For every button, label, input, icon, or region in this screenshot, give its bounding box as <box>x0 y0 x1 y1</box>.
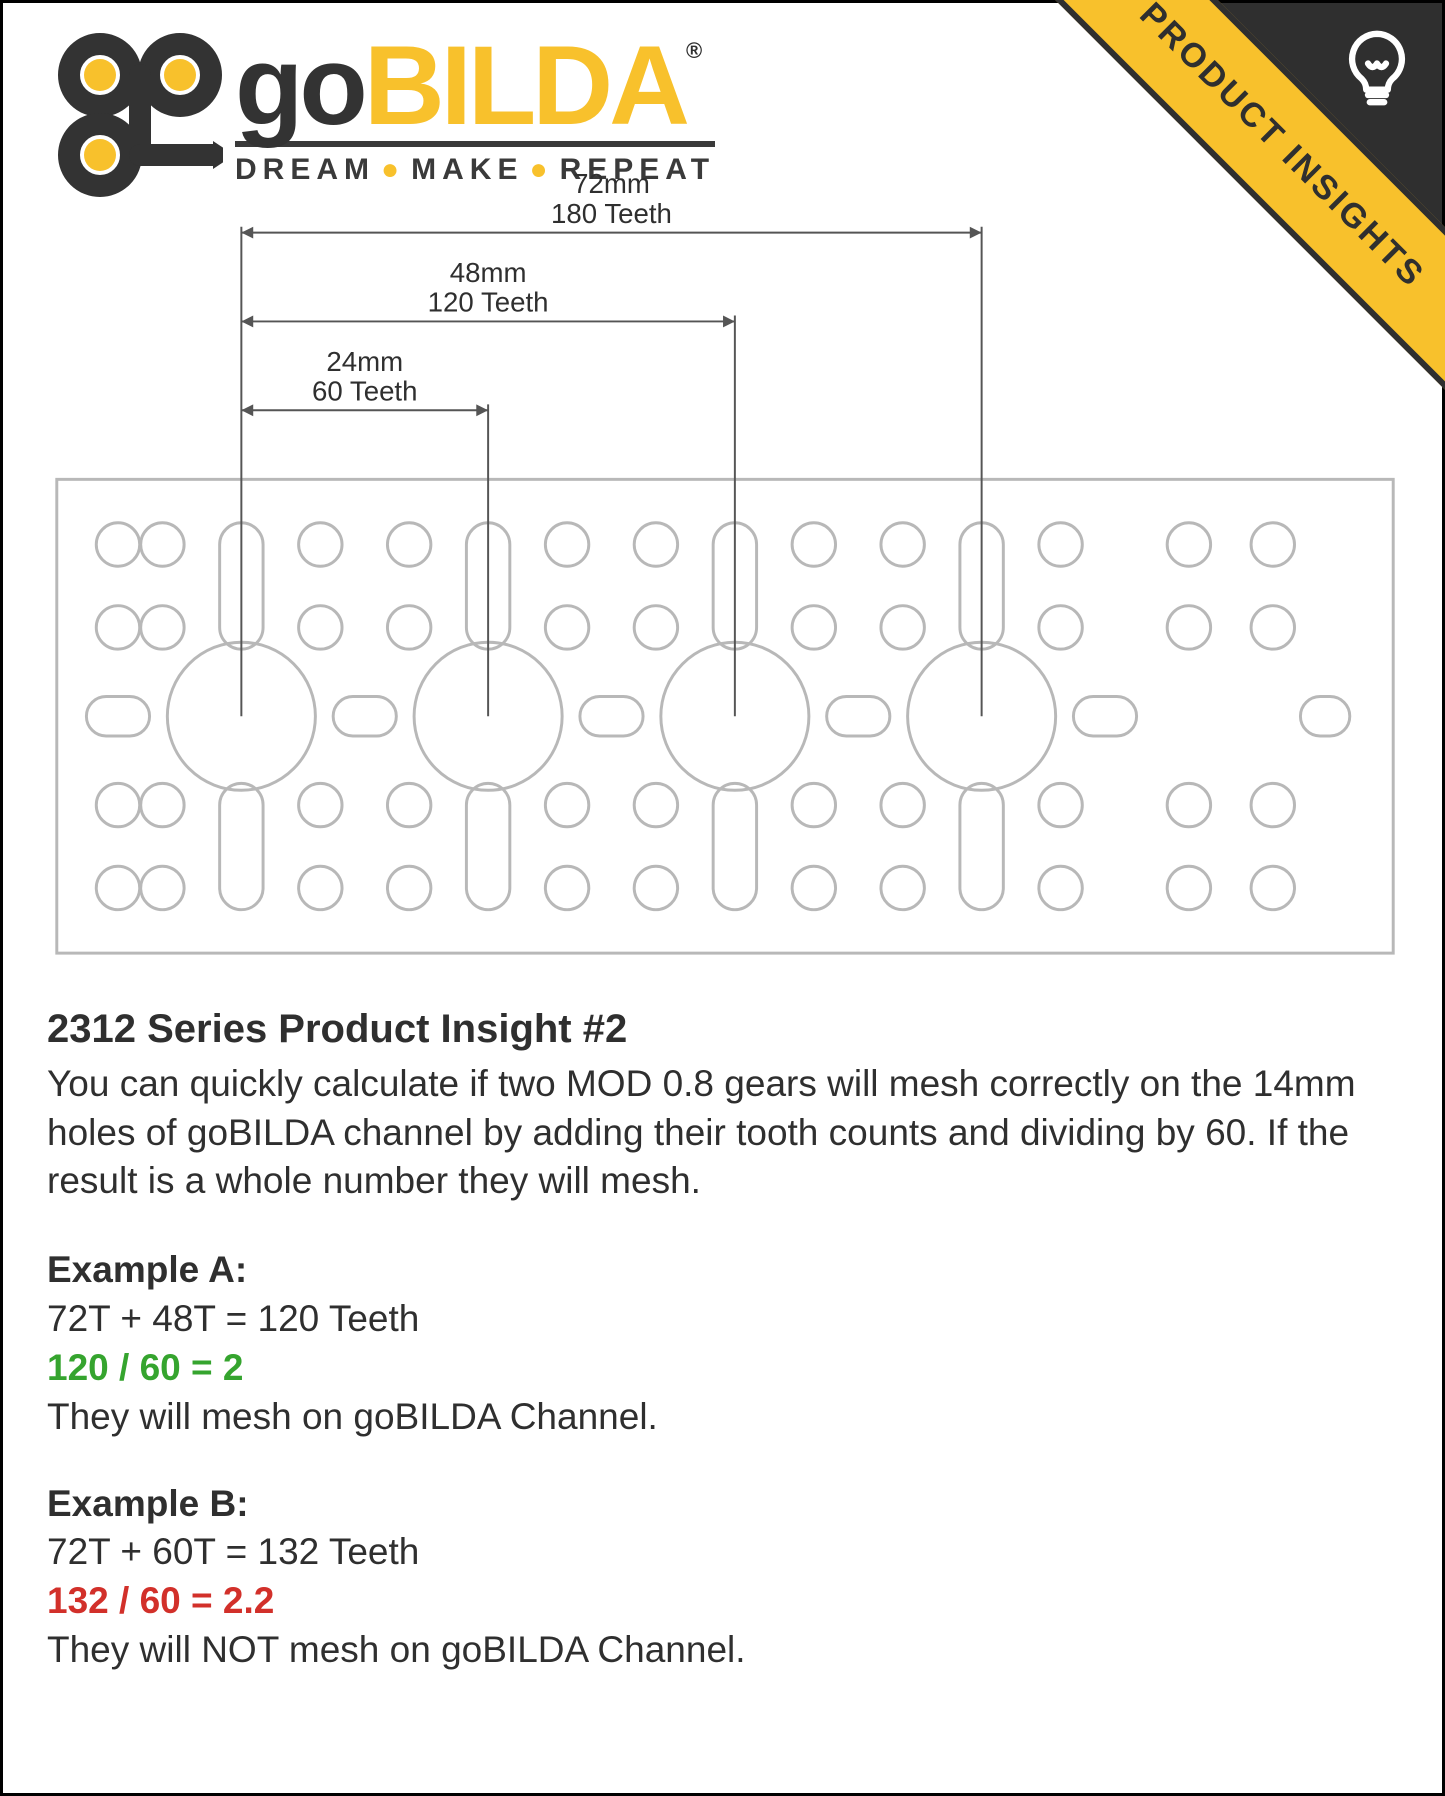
insight-paragraph: You can quickly calculate if two MOD 0.8… <box>47 1060 1398 1206</box>
channel-diagram: 24mm60 Teeth48mm120 Teeth72mm180 Teeth <box>47 203 1403 963</box>
example-a-line1: 72T + 48T = 120 Teeth <box>47 1295 1398 1344</box>
svg-text:24mm: 24mm <box>326 346 403 377</box>
example-a-title: Example A: <box>47 1246 1398 1295</box>
example-b-result: They will NOT mesh on goBILDA Channel. <box>47 1626 1398 1675</box>
insight-title: 2312 Series Product Insight #2 <box>47 1003 1398 1056</box>
svg-text:180 Teeth: 180 Teeth <box>551 198 672 229</box>
insight-content: 2312 Series Product Insight #2 You can q… <box>47 1003 1398 1675</box>
svg-text:120 Teeth: 120 Teeth <box>428 287 549 318</box>
svg-text:48mm: 48mm <box>450 257 527 288</box>
example-a-calc: 120 / 60 = 2 <box>47 1344 1398 1393</box>
example-b-line1: 72T + 60T = 132 Teeth <box>47 1528 1398 1577</box>
example-b-calc: 132 / 60 = 2.2 <box>47 1577 1398 1626</box>
svg-text:72mm: 72mm <box>573 168 650 199</box>
logo-wordmark: goBILDA® <box>235 33 715 139</box>
example-a-result: They will mesh on goBILDA Channel. <box>47 1393 1398 1442</box>
example-b-title: Example B: <box>47 1480 1398 1529</box>
lightbulb-icon <box>1332 23 1422 113</box>
svg-text:60 Teeth: 60 Teeth <box>312 375 417 406</box>
logo-mark-icon <box>58 33 223 198</box>
